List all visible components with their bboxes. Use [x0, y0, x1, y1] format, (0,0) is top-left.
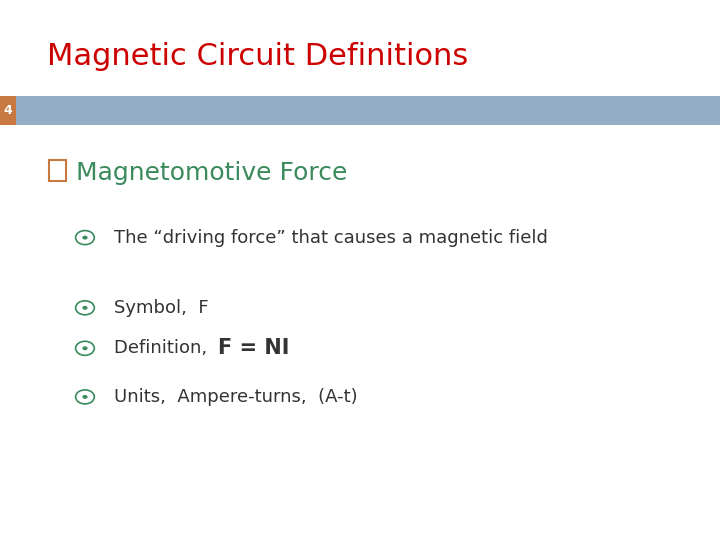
Text: Symbol,  F: Symbol, F — [114, 299, 208, 317]
Circle shape — [82, 346, 88, 350]
Text: Magnetic Circuit Definitions: Magnetic Circuit Definitions — [47, 42, 468, 71]
Text: Magnetomotive Force: Magnetomotive Force — [76, 161, 347, 185]
Bar — [0, 96, 720, 125]
Bar — [49, 160, 66, 181]
Text: Definition,: Definition, — [114, 339, 218, 357]
Text: F = NI: F = NI — [218, 338, 289, 359]
Circle shape — [82, 306, 88, 310]
Text: The “driving force” that causes a magnetic field: The “driving force” that causes a magnet… — [114, 228, 548, 247]
Circle shape — [82, 235, 88, 240]
Text: 4: 4 — [4, 104, 12, 117]
Bar — [0, 96, 16, 125]
Text: Units,  Ampere-turns,  (A-t): Units, Ampere-turns, (A-t) — [114, 388, 357, 406]
Circle shape — [82, 395, 88, 399]
